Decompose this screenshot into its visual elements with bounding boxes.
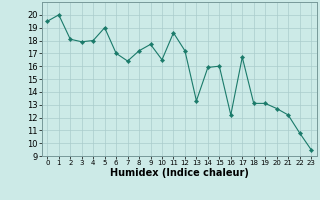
X-axis label: Humidex (Indice chaleur): Humidex (Indice chaleur)	[110, 168, 249, 178]
